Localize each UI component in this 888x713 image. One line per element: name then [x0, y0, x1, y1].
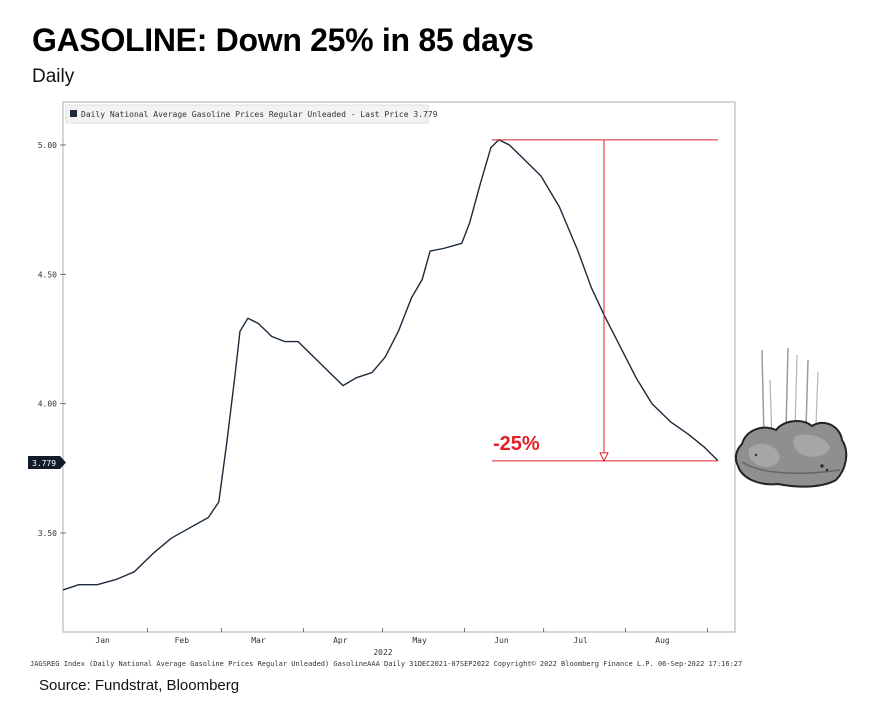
- y-tick-label: 4.50: [38, 270, 57, 279]
- y-tick-label: 5.00: [38, 141, 57, 150]
- badge-arrow: [60, 456, 66, 469]
- y-tick-label: 3.50: [38, 529, 57, 538]
- badge-value: 3.779: [32, 459, 56, 468]
- drawdown-arrow-head: [599, 452, 609, 462]
- legend-box: [65, 104, 429, 124]
- chart-legend: Daily National Average Gasoline Prices R…: [65, 104, 438, 124]
- x-axis: Jan Feb Mar Apr May Jun Jul Aug: [95, 628, 708, 645]
- x-tick-label: May: [412, 636, 427, 645]
- x-tick-label: Mar: [251, 636, 266, 645]
- badge-bg: [28, 456, 60, 469]
- drawdown-annotation: -25%: [492, 139, 718, 462]
- x-tick-label: Aug: [655, 636, 670, 645]
- series-line: [62, 139, 719, 591]
- page-subtitle: Daily: [32, 66, 75, 87]
- x-tick-label: Jun: [494, 636, 509, 645]
- x-tick-label: Jul: [573, 636, 588, 645]
- legend-label: Daily National Average Gasoline Prices R…: [81, 110, 438, 119]
- drawdown-label: -25%: [493, 433, 540, 455]
- x-axis-label: 2022: [373, 648, 392, 657]
- series-layer: [62, 139, 719, 591]
- last-price-badge: 3.779: [28, 456, 66, 469]
- page-title: GASOLINE: Down 25% in 85 days: [32, 22, 534, 58]
- x-tick-label: Feb: [175, 636, 190, 645]
- x-tick-label: Jan: [95, 636, 110, 645]
- source-note: Source: Fundstrat, Bloomberg: [39, 677, 240, 694]
- plot-frame: [62, 101, 736, 633]
- bloomberg-footer: JAGSREG Index (Daily National Average Ga…: [30, 660, 742, 668]
- y-tick-label: 4.00: [38, 400, 57, 409]
- legend-swatch: [70, 110, 77, 117]
- x-tick-label: Apr: [333, 636, 348, 645]
- y-axis: 3.50 4.00 4.50 5.00: [38, 141, 66, 538]
- falling-rock-icon: [734, 347, 848, 488]
